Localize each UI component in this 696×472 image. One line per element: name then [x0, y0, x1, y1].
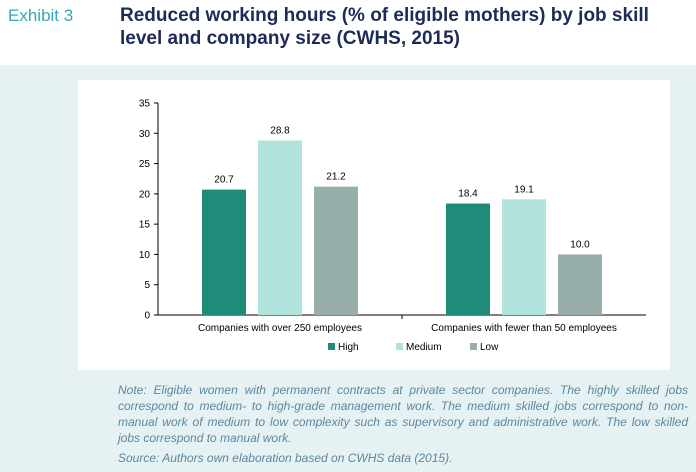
legend-swatch-high	[328, 343, 335, 350]
legend-swatch-low	[470, 343, 477, 350]
bar-high-2	[446, 203, 490, 315]
y-tick-label: 20	[139, 189, 151, 200]
y-tick-label: 5	[144, 280, 150, 291]
legend-label-high: High	[338, 342, 359, 353]
bar-chart: 0 5 10 15 20 25 30 35 20.7 28.8 21.2 Companies with…	[139, 99, 646, 353]
bar-low-2	[558, 254, 602, 315]
bar-high-1	[202, 189, 246, 315]
exhibit-label: Exhibit 3	[8, 6, 74, 25]
data-label: 19.1	[514, 184, 534, 195]
legend-label-low: Low	[480, 342, 499, 353]
y-tick-label: 15	[139, 220, 151, 231]
y-tick-label: 35	[139, 99, 151, 110]
data-label: 28.8	[270, 126, 290, 137]
y-tick-label: 0	[144, 311, 150, 322]
data-label: 18.4	[458, 189, 478, 200]
bar-medium-1	[258, 140, 302, 315]
data-label: 20.7	[214, 175, 234, 186]
category-label: Companies with fewer than 50 employees	[431, 323, 617, 334]
bar-low-1	[314, 186, 358, 315]
chart-title: Reduced working hours (% of eligible mot…	[120, 5, 649, 49]
category-label: Companies with over 250 employees	[198, 323, 362, 334]
chart-note: Note: Eligible women with permanent cont…	[118, 383, 688, 445]
chart-source: Source: Authors own elaboration based on…	[118, 451, 453, 465]
legend-label-medium: Medium	[406, 342, 442, 353]
legend-swatch-medium	[396, 343, 403, 350]
bar-medium-2	[502, 199, 546, 315]
data-label: 21.2	[326, 172, 346, 183]
y-tick-label: 25	[139, 159, 151, 170]
y-tick-label: 10	[139, 250, 151, 261]
data-label: 10.0	[570, 239, 590, 250]
chart-plot-box	[78, 80, 670, 370]
y-tick-label: 30	[139, 129, 151, 140]
